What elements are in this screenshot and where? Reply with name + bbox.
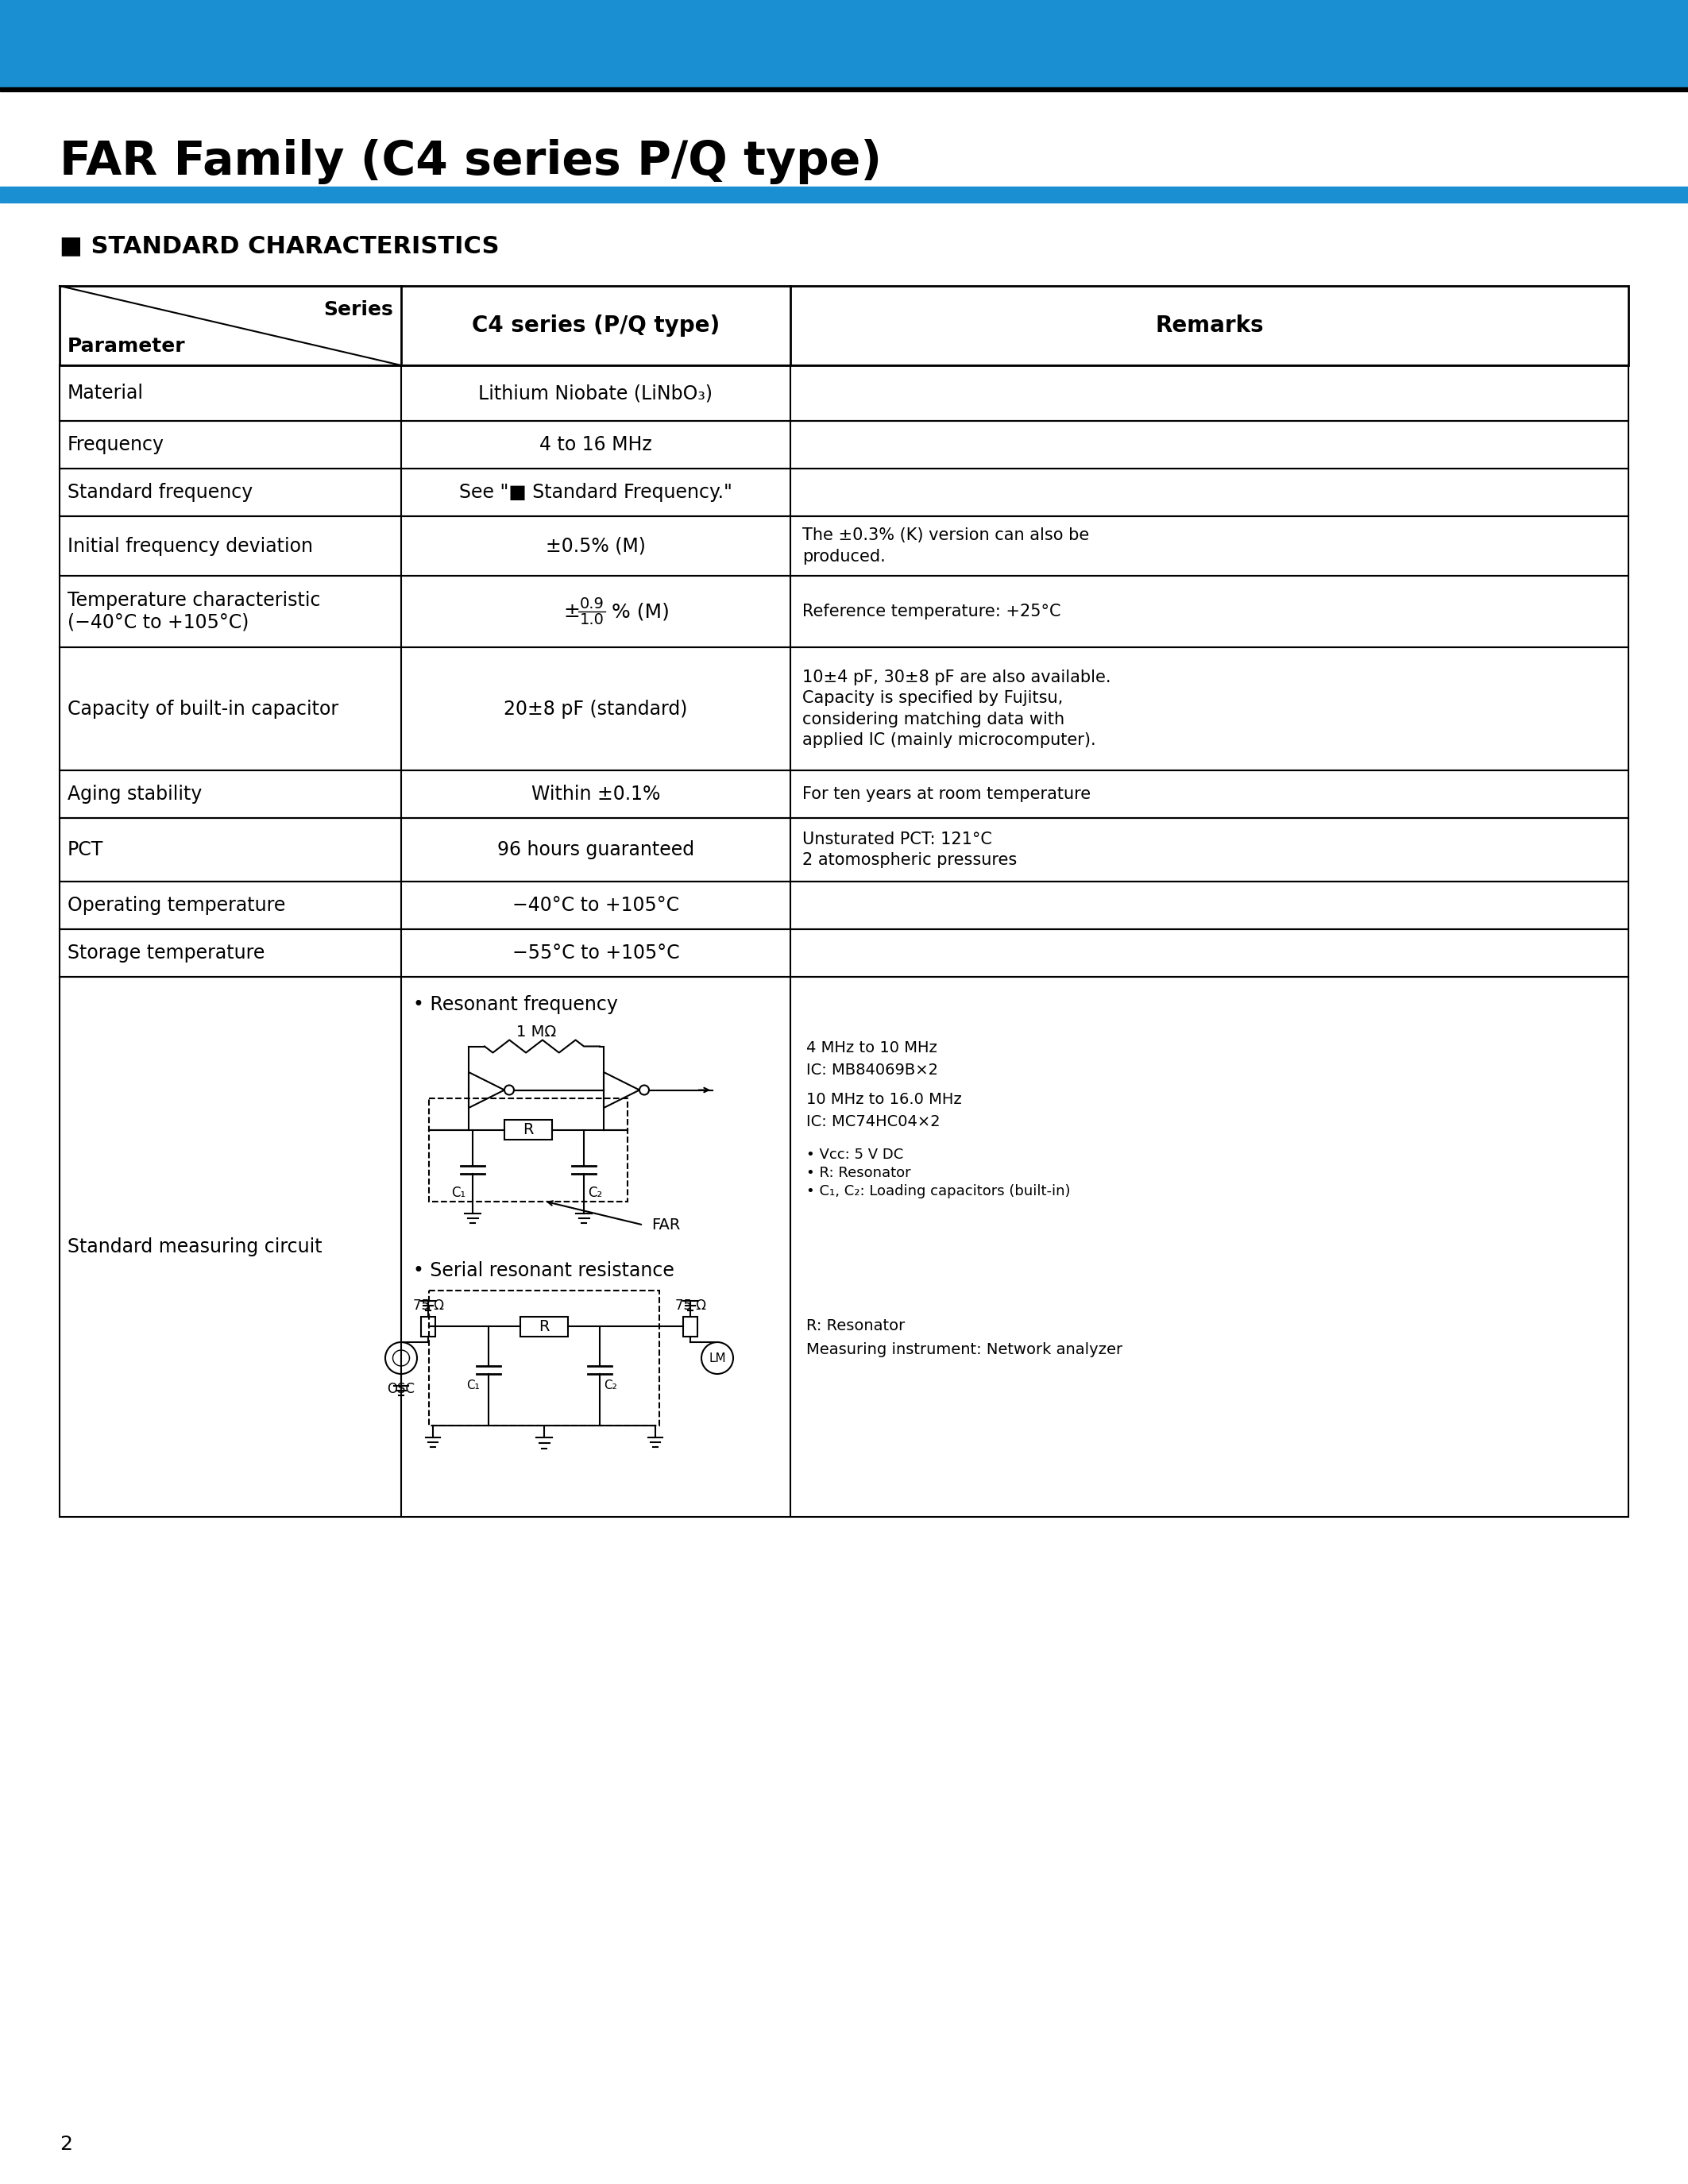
Text: • Serial resonant resistance: • Serial resonant resistance bbox=[414, 1260, 674, 1280]
Text: 1 MΩ: 1 MΩ bbox=[517, 1024, 555, 1040]
Bar bbox=[59, 422, 1629, 470]
Text: For ten years at room temperature: For ten years at room temperature bbox=[802, 786, 1090, 802]
Text: Temperature characteristic
(−40°C to +105°C): Temperature characteristic (−40°C to +10… bbox=[68, 592, 321, 631]
Text: • C₁, C₂: Loading capacitors (built-in): • C₁, C₂: Loading capacitors (built-in) bbox=[807, 1184, 1070, 1199]
Text: C₁: C₁ bbox=[451, 1186, 466, 1199]
Text: FAR: FAR bbox=[652, 1216, 680, 1232]
Text: Frequency: Frequency bbox=[68, 435, 164, 454]
Text: Operating temperature: Operating temperature bbox=[68, 895, 285, 915]
Text: % (M): % (M) bbox=[611, 603, 670, 620]
Bar bbox=[59, 515, 1629, 577]
Text: Standard measuring circuit: Standard measuring circuit bbox=[68, 1238, 322, 1256]
Bar bbox=[59, 470, 1629, 515]
Bar bbox=[59, 771, 1629, 819]
Text: −40°C to +105°C: −40°C to +105°C bbox=[513, 895, 679, 915]
Text: Parameter: Parameter bbox=[68, 336, 186, 356]
Bar bbox=[505, 1120, 552, 1140]
Text: C₂: C₂ bbox=[587, 1186, 603, 1199]
Text: 20±8 pF (standard): 20±8 pF (standard) bbox=[503, 699, 687, 719]
Bar bbox=[59, 646, 1629, 771]
Bar bbox=[59, 976, 1629, 1518]
Text: −55°C to +105°C: −55°C to +105°C bbox=[511, 943, 679, 963]
Bar bbox=[0, 87, 1688, 92]
Text: Capacity of built-in capacitor: Capacity of built-in capacitor bbox=[68, 699, 339, 719]
Text: 4 MHz to 10 MHz: 4 MHz to 10 MHz bbox=[807, 1040, 937, 1055]
Bar bbox=[0, 186, 1688, 203]
Bar bbox=[429, 1291, 660, 1426]
Bar bbox=[59, 882, 1629, 928]
Text: Remarks: Remarks bbox=[1155, 314, 1264, 336]
Bar bbox=[59, 577, 1629, 646]
Bar bbox=[59, 365, 1629, 422]
Text: IC: MC74HC04×2: IC: MC74HC04×2 bbox=[807, 1114, 940, 1129]
Text: Unsturated PCT: 121°C
2 atomospheric pressures: Unsturated PCT: 121°C 2 atomospheric pre… bbox=[802, 832, 1016, 869]
Text: ±0.5% (M): ±0.5% (M) bbox=[545, 537, 647, 555]
Text: FAR Family (C4 series P/Q type): FAR Family (C4 series P/Q type) bbox=[59, 140, 881, 183]
Text: 0.9: 0.9 bbox=[579, 596, 604, 612]
Text: Storage temperature: Storage temperature bbox=[68, 943, 265, 963]
Text: 10±4 pF, 30±8 pF are also available.
Capacity is specified by Fujitsu,
consideri: 10±4 pF, 30±8 pF are also available. Cap… bbox=[802, 670, 1111, 749]
Text: 10 MHz to 16.0 MHz: 10 MHz to 16.0 MHz bbox=[807, 1092, 962, 1107]
Text: Measuring instrument: Network analyzer: Measuring instrument: Network analyzer bbox=[807, 1343, 1123, 1356]
Text: Series: Series bbox=[324, 299, 393, 319]
Text: See "■ Standard Frequency.": See "■ Standard Frequency." bbox=[459, 483, 733, 502]
Bar bbox=[59, 928, 1629, 976]
Text: IC: MB84069B×2: IC: MB84069B×2 bbox=[807, 1064, 939, 1077]
Text: Aging stability: Aging stability bbox=[68, 784, 203, 804]
Text: ±: ± bbox=[564, 603, 581, 620]
Bar bbox=[429, 1099, 628, 1201]
Text: Initial frequency deviation: Initial frequency deviation bbox=[68, 537, 312, 555]
Text: Reference temperature: +25°C: Reference temperature: +25°C bbox=[802, 603, 1060, 620]
Text: 96 hours guaranteed: 96 hours guaranteed bbox=[498, 841, 694, 858]
Text: R: R bbox=[523, 1123, 533, 1138]
Bar bbox=[420, 1317, 436, 1337]
Text: C4 series (P/Q type): C4 series (P/Q type) bbox=[471, 314, 719, 336]
Text: 75 Ω: 75 Ω bbox=[675, 1297, 706, 1313]
Text: The ±0.3% (K) version can also be
produced.: The ±0.3% (K) version can also be produc… bbox=[802, 529, 1089, 563]
Text: 4 to 16 MHz: 4 to 16 MHz bbox=[540, 435, 652, 454]
Text: R: R bbox=[538, 1319, 550, 1334]
Bar bbox=[520, 1317, 567, 1337]
Text: • R: Resonator: • R: Resonator bbox=[807, 1166, 912, 1179]
Text: R: Resonator: R: Resonator bbox=[807, 1319, 905, 1334]
Text: • Resonant frequency: • Resonant frequency bbox=[414, 996, 618, 1013]
Text: ■ STANDARD CHARACTERISTICS: ■ STANDARD CHARACTERISTICS bbox=[59, 234, 500, 258]
Text: 1.0: 1.0 bbox=[579, 612, 604, 627]
Text: 2: 2 bbox=[59, 2134, 73, 2153]
Text: 75 Ω: 75 Ω bbox=[412, 1297, 444, 1313]
Bar bbox=[59, 819, 1629, 882]
Text: OSC: OSC bbox=[387, 1382, 415, 1396]
Text: PCT: PCT bbox=[68, 841, 103, 858]
Text: Material: Material bbox=[68, 384, 143, 402]
Text: C₂: C₂ bbox=[604, 1380, 618, 1391]
Bar bbox=[0, 0, 1688, 87]
Text: Standard frequency: Standard frequency bbox=[68, 483, 253, 502]
Bar bbox=[684, 1317, 697, 1337]
Text: Within ±0.1%: Within ±0.1% bbox=[532, 784, 660, 804]
Text: Lithium Niobate (LiNbO₃): Lithium Niobate (LiNbO₃) bbox=[479, 384, 712, 402]
Bar bbox=[59, 286, 1629, 365]
Text: • Vᴄᴄ: 5 V DC: • Vᴄᴄ: 5 V DC bbox=[807, 1147, 903, 1162]
Text: LM: LM bbox=[709, 1352, 726, 1365]
Text: C₁: C₁ bbox=[466, 1380, 479, 1391]
